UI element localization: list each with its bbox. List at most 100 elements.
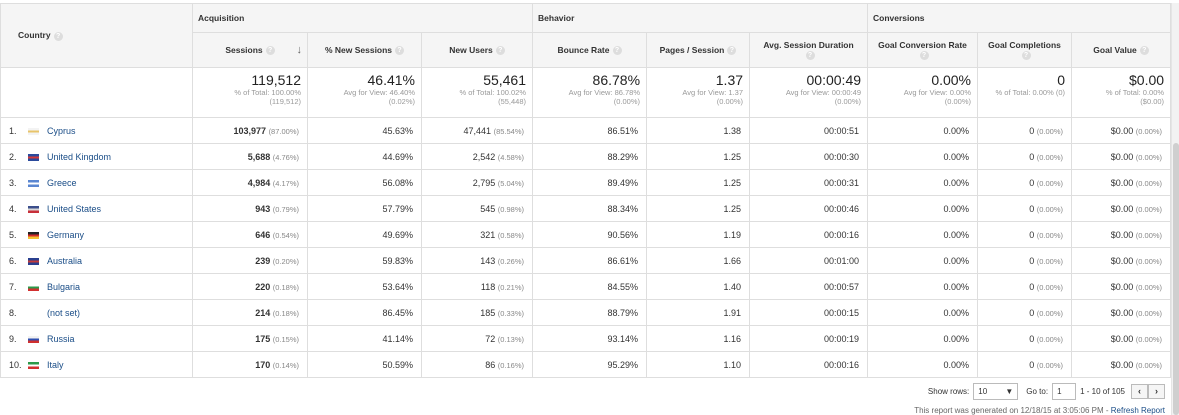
country-link[interactable]: (not set) [47, 307, 81, 318]
totals-subtext: ($0.00) [1140, 97, 1165, 106]
goal-value-cell: $0.00 (0.00%) [1071, 247, 1172, 274]
country-link[interactable]: Italy [47, 359, 64, 370]
sessions-header-label: Sessions [225, 44, 263, 55]
help-icon[interactable]: ? [265, 46, 275, 56]
new-sessions-cell: 86.45% [307, 299, 422, 326]
scrollbar-thumb[interactable] [1173, 143, 1179, 415]
totals-subtext: (0.00%) [716, 97, 744, 106]
country-link[interactable]: Russia [47, 333, 75, 344]
column-header-new-sessions[interactable]: % New Sessions? [307, 32, 422, 68]
goal-completions-cell-value: 0 [1029, 125, 1035, 136]
scrollbar[interactable] [1171, 3, 1179, 415]
duration-cell: 00:00:16 [749, 351, 869, 378]
help-icon[interactable]: ? [495, 46, 505, 56]
goal-completions-cell-value: 0 [1029, 203, 1035, 214]
help-icon[interactable]: ? [53, 31, 63, 41]
column-header-bounce-rate[interactable]: Bounce Rate? [532, 32, 648, 68]
table-row: 9. Russia 175 (0.15%) 41.14% 72 (0.13%) 93.14… [0, 325, 1172, 352]
totals-subtext: (0.00%) [613, 97, 641, 106]
country-link[interactable]: United Kingdom [47, 151, 112, 162]
help-icon[interactable]: ? [919, 51, 929, 61]
pages-session-cell: 1.25 [646, 195, 751, 222]
goal-value-cell-value: $0.00 [1110, 125, 1134, 136]
duration-cell: 00:00:15 [749, 299, 869, 326]
new-sessions-cell-value: 56.08% [382, 177, 413, 188]
country-cell: 8. (not set) [0, 299, 193, 326]
column-header-avg-duration[interactable]: Avg. Session Duration? [749, 32, 869, 68]
bounce-rate-cell-value: 88.34% [607, 203, 639, 214]
goal-completions-cell-value: 0 [1029, 177, 1035, 188]
pages-session-cell: 1.38 [646, 117, 751, 144]
show-rows-select[interactable]: 10 ▼ [973, 383, 1019, 400]
goal-value-cell: $0.00 (0.00%) [1071, 299, 1172, 326]
help-icon[interactable]: ? [727, 46, 737, 56]
totals-subtext: (55,448) [498, 97, 527, 106]
report-footer: This report was generated on 12/18/15 at… [914, 406, 1165, 415]
avg-duration-header-label: Avg. Session Duration [763, 39, 854, 50]
country-link[interactable]: Australia [47, 255, 83, 266]
new-users-cell-percent: (0.26%) [497, 256, 525, 266]
generated-text: This report was generated on 12/18/15 at… [914, 406, 1111, 415]
country-header[interactable]: Country? [0, 3, 193, 68]
duration-cell: 00:00:57 [749, 273, 869, 300]
bounce-rate-cell-value: 86.61% [607, 255, 639, 266]
totals-subtext: (0.00%) [944, 97, 972, 106]
country-link[interactable]: Greece [47, 177, 77, 188]
goal-completions-cell-value: 0 [1029, 151, 1035, 162]
column-header-sessions[interactable]: Sessions? ↓ [192, 32, 308, 68]
sessions-cell: 175 (0.15%) [192, 325, 308, 352]
help-icon[interactable]: ? [1139, 46, 1149, 56]
refresh-report-link[interactable]: Refresh Report [1110, 406, 1165, 415]
sessions-cell-value: 646 [255, 229, 271, 240]
prev-page-button[interactable]: ‹ [1131, 384, 1148, 399]
pages-session-cell: 1.40 [646, 273, 751, 300]
goal-conversion-cell: 0.00% [867, 351, 979, 378]
arrow-down-icon[interactable]: ↓ [296, 44, 303, 56]
column-header-goal-conv[interactable]: Goal Conversion Rate? [867, 32, 979, 68]
new-users-header-label: New Users [449, 44, 493, 55]
country-link[interactable]: Germany [47, 229, 85, 240]
bounce-rate-cell: 86.51% [532, 117, 648, 144]
help-icon[interactable]: ? [805, 51, 815, 61]
pages-session-cell-value: 1.38 [723, 125, 742, 136]
new-sessions-cell-value: 50.59% [382, 359, 413, 370]
pages-session-cell-value: 1.25 [723, 151, 742, 162]
totals-cell-new-users: 55,461% of Total: 100.02% (55,448) [420, 67, 534, 118]
totals-value: 1.37 [715, 72, 744, 88]
goal-completions-cell-value: 0 [1029, 359, 1035, 370]
new-users-cell: 86 (0.16%) [420, 351, 534, 378]
country-link[interactable]: Bulgaria [47, 281, 81, 292]
goal-conversion-cell-value: 0.00% [943, 255, 970, 266]
new-sessions-cell-value: 44.69% [382, 151, 413, 162]
goto-input[interactable]: 1 [1052, 383, 1077, 400]
next-page-button[interactable]: › [1148, 384, 1165, 399]
bounce-rate-cell: 90.56% [532, 221, 648, 248]
bounce-rate-cell-value: 84.55% [607, 281, 639, 292]
pages-session-header-label: Pages / Session [659, 44, 725, 55]
country-link[interactable]: Cyprus [47, 125, 76, 136]
duration-cell: 00:01:00 [749, 247, 869, 274]
goal-value-cell: $0.00 (0.00%) [1071, 169, 1172, 196]
sessions-cell-value: 943 [255, 203, 271, 214]
new-users-cell-percent: (0.21%) [497, 282, 525, 292]
sessions-cell-value: 4,984 [247, 177, 271, 188]
goal-completions-cell-percent: (0.00%) [1036, 152, 1064, 162]
sessions-cell-percent: (87.00%) [268, 126, 299, 136]
help-icon[interactable]: ? [612, 46, 622, 56]
goal-conversion-cell-value: 0.00% [943, 203, 970, 214]
column-header-new-users[interactable]: New Users? [420, 32, 534, 68]
goal-completions-cell-percent: (0.00%) [1036, 204, 1064, 214]
country-link[interactable]: United States [47, 203, 102, 214]
column-header-goal-comp[interactable]: Goal Completions? [977, 32, 1073, 68]
sessions-cell: 5,688 (4.76%) [192, 143, 308, 170]
new-users-cell-value: 72 [485, 333, 496, 344]
sessions-cell-percent: (4.76%) [272, 152, 299, 162]
help-icon[interactable]: ? [395, 46, 405, 56]
behavior-group-header: Behavior [532, 3, 869, 33]
help-icon[interactable]: ? [1021, 51, 1031, 61]
column-header-pages-session[interactable]: Pages / Session? [646, 32, 751, 68]
totals-cell-goal-conv: 0.00% Avg for View: 0.00% (0.00%) [867, 67, 979, 118]
pages-session-cell-value: 1.25 [723, 177, 742, 188]
sessions-cell-percent: (0.54%) [272, 230, 299, 240]
column-header-goal-value[interactable]: Goal Value? [1071, 32, 1172, 68]
